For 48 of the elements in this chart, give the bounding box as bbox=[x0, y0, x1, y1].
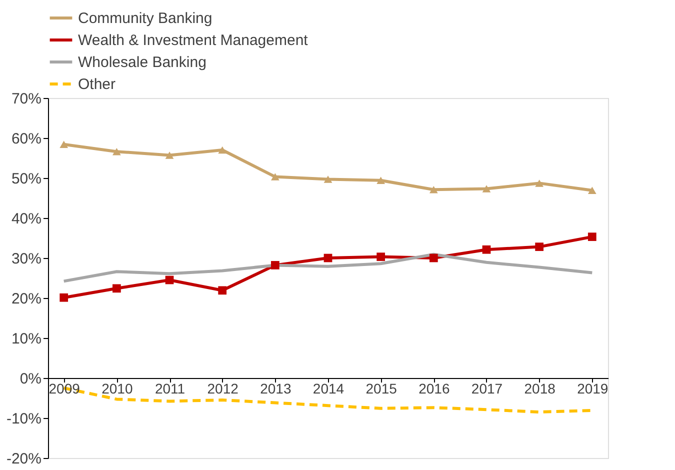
x-tick-label: 2019 bbox=[577, 380, 608, 396]
x-tick-label: 2011 bbox=[154, 380, 186, 396]
point bbox=[324, 254, 332, 262]
point bbox=[324, 176, 332, 183]
point bbox=[588, 232, 596, 241]
point bbox=[112, 148, 121, 156]
y-tick-label: 70% bbox=[11, 90, 42, 108]
y-tick-label: -20% bbox=[6, 450, 42, 468]
x-tick-label: 2010 bbox=[102, 380, 133, 396]
y-tick-label: 60% bbox=[11, 130, 42, 148]
point bbox=[270, 261, 280, 270]
y-tick-label: 30% bbox=[11, 250, 42, 268]
x-tick-label: 2017 bbox=[471, 380, 503, 396]
legend-label: Other bbox=[78, 76, 116, 93]
point bbox=[535, 242, 544, 251]
point bbox=[165, 152, 174, 159]
point bbox=[588, 186, 596, 194]
x-tick-label: 2016 bbox=[418, 380, 450, 396]
y-tick-label: 40% bbox=[11, 210, 42, 228]
legend-label: Wealth & Investment Management bbox=[78, 32, 309, 49]
point bbox=[218, 286, 227, 295]
point bbox=[429, 186, 438, 194]
y-tick-label: 50% bbox=[11, 170, 42, 188]
y-tick-label: 0% bbox=[20, 370, 42, 388]
y-tick-label: 20% bbox=[11, 290, 42, 308]
point bbox=[60, 140, 68, 148]
line-series bbox=[62, 252, 594, 283]
point bbox=[376, 252, 386, 261]
point bbox=[165, 276, 174, 284]
point bbox=[60, 293, 68, 302]
point bbox=[535, 180, 544, 187]
x-tick-label: 2014 bbox=[312, 380, 344, 396]
legend-label: Community Banking bbox=[78, 10, 212, 27]
y-tick-label: -10% bbox=[6, 410, 42, 428]
point bbox=[482, 245, 491, 254]
legend-label: Wholesale Banking bbox=[78, 54, 206, 71]
point bbox=[429, 254, 438, 262]
point bbox=[376, 176, 386, 184]
point bbox=[112, 284, 121, 293]
point bbox=[482, 185, 491, 192]
y-tick-label: 10% bbox=[11, 330, 42, 348]
x-tick-label: 2015 bbox=[366, 380, 398, 396]
x-tick-label: 2012 bbox=[207, 380, 239, 396]
point bbox=[270, 173, 280, 180]
x-tick-label: 2009 bbox=[48, 380, 80, 396]
x-tick-label: 2018 bbox=[524, 380, 556, 396]
x-tick-label: 2013 bbox=[260, 380, 292, 396]
point bbox=[218, 146, 227, 154]
